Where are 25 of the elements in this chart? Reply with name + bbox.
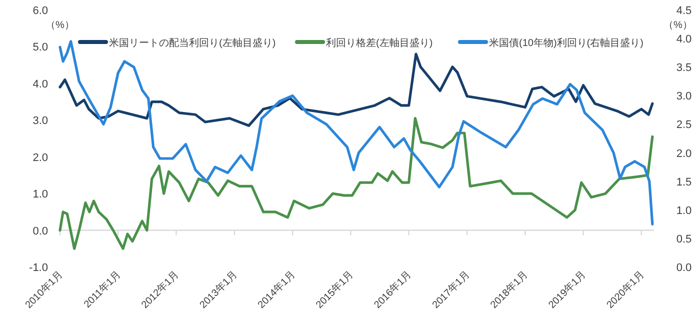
y-tick-label: -1.0	[29, 262, 48, 274]
y-axis-title: （%）	[46, 20, 74, 31]
legend-label: 米国債(10年物)利回り(右軸目盛り)	[489, 37, 644, 49]
y-tick-label: 0.0	[32, 225, 48, 238]
y2-tick-label: 4.5	[676, 5, 692, 17]
y-tick-label: 1.0	[32, 188, 48, 201]
y-tick-label: 6.0	[32, 5, 48, 17]
y2-tick-label: 2.5	[676, 119, 692, 132]
y-tick-label: 5.0	[32, 42, 48, 54]
legend-label: 米国リートの配当利回り(左軸目盛り)	[109, 37, 276, 49]
y-tick-label: 2.0	[32, 152, 48, 164]
y2-tick-label: 1.5	[676, 176, 692, 188]
y-tick-label: 3.0	[32, 115, 48, 128]
y2-tick-label: 1.0	[676, 204, 692, 217]
y2-tick-label: 3.5	[676, 62, 692, 74]
line-series	[58, 52, 654, 127]
y2-tick-label: 0.0	[676, 262, 692, 274]
legend-label: 利回り格差(左軸目盛り)	[326, 37, 433, 49]
y2-axis-title: （%）	[664, 20, 692, 31]
y2-tick-label: 2.0	[676, 148, 692, 160]
y2-tick-label: 0.5	[676, 233, 692, 246]
y2-tick-label: 4.0	[676, 34, 692, 46]
line-series	[58, 117, 654, 250]
y2-tick-label: 3.0	[676, 90, 692, 103]
y-tick-label: 4.0	[32, 78, 48, 90]
